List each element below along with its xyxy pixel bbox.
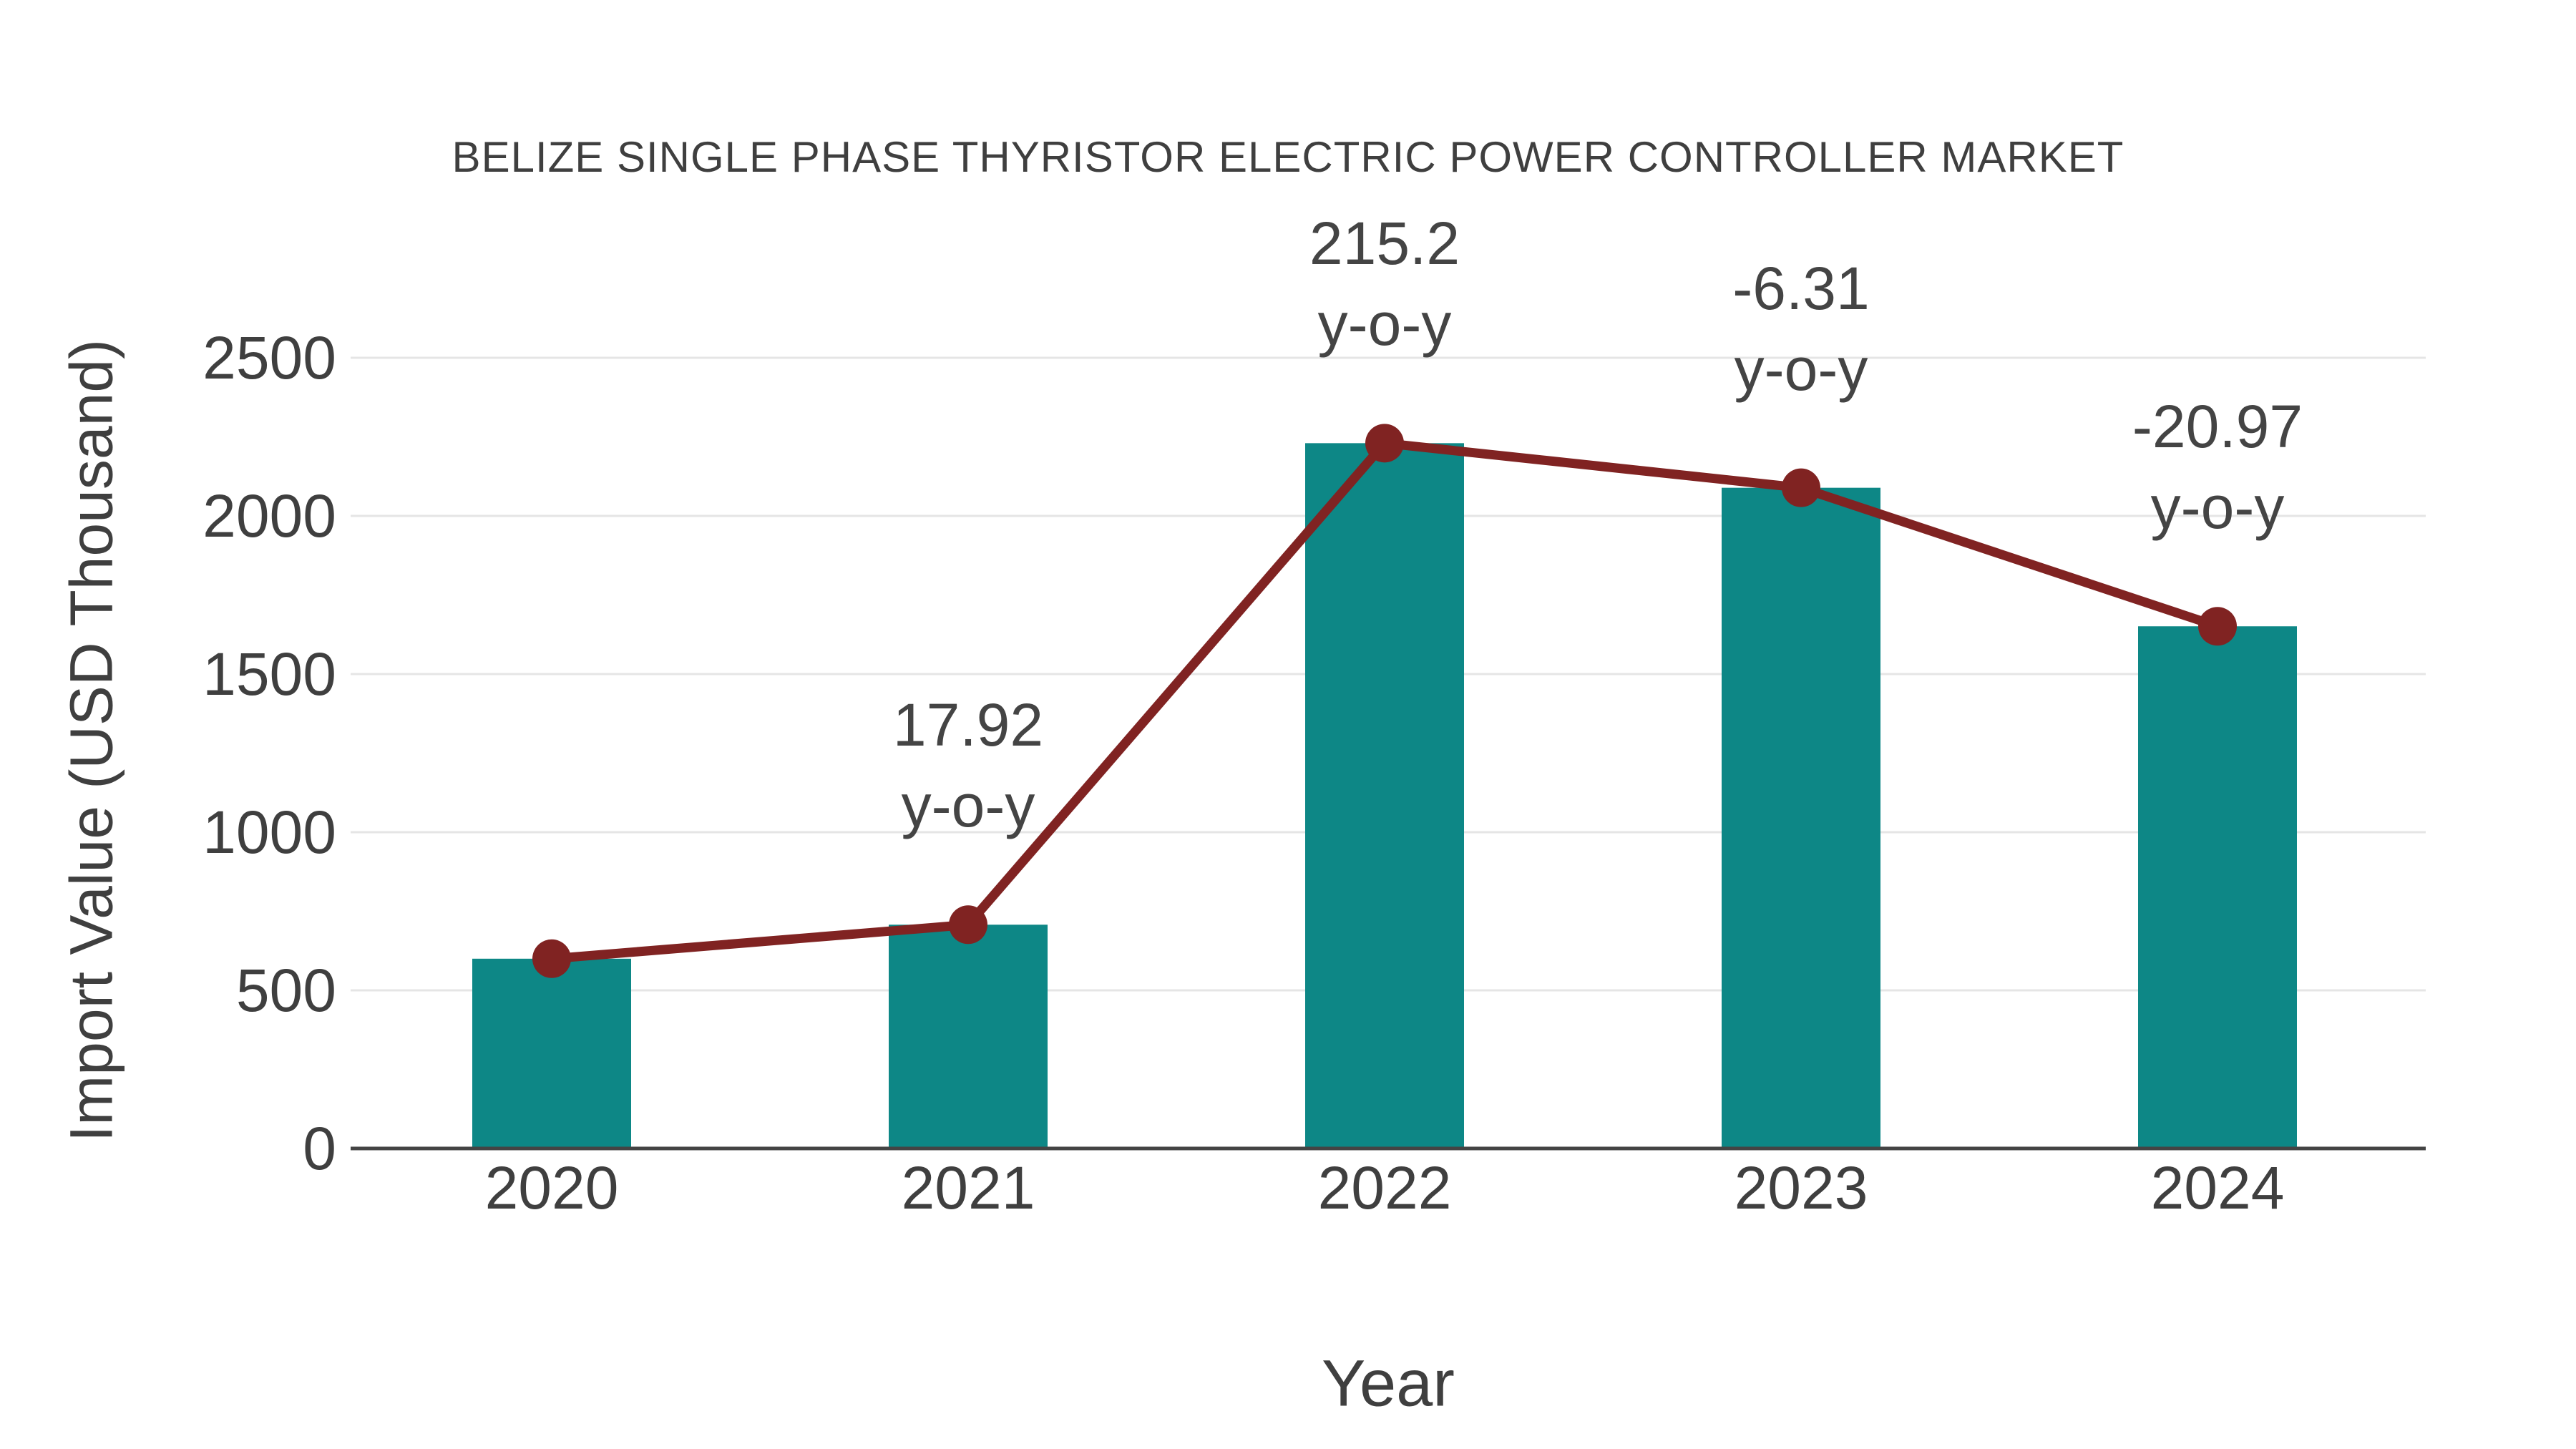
y-tick-label-2000: 2000: [203, 482, 336, 550]
bar-2024: [2138, 626, 2297, 1148]
annotation-2022-suffix: y-o-y: [1317, 291, 1452, 358]
annotation-2024-value: -20.97: [2132, 393, 2303, 461]
x-tick-label-2021: 2021: [901, 1154, 1035, 1221]
marker-2024: [2198, 607, 2237, 646]
annotation-2022: 215.2 y-o-y: [1156, 203, 1614, 365]
annotation-2024-suffix: y-o-y: [2150, 474, 2285, 542]
annotation-2021: 17.92 y-o-y: [739, 685, 1197, 847]
x-axis-title: Year: [1322, 1347, 1455, 1420]
annotation-2021-suffix: y-o-y: [901, 772, 1035, 840]
annotation-2024: -20.97 y-o-y: [1989, 386, 2446, 548]
y-tick-label-0: 0: [303, 1115, 336, 1182]
x-tick-label-2020: 2020: [484, 1154, 619, 1221]
chart-title: BELIZE SINGLE PHASE THYRISTOR ELECTRIC P…: [452, 133, 2124, 181]
annotation-2023-value: -6.31: [1732, 254, 1870, 322]
y-tick-label-2500: 2500: [203, 324, 336, 391]
y-tick-label-1500: 1500: [203, 640, 336, 708]
marker-2021: [949, 905, 987, 945]
x-tick-label-2022: 2022: [1317, 1154, 1452, 1221]
y-tick-label-1000: 1000: [203, 799, 336, 866]
bar-2023: [1722, 487, 1880, 1148]
bar-2021: [889, 924, 1048, 1148]
x-tick-label-2024: 2024: [2150, 1154, 2285, 1221]
bar-2022: [1305, 443, 1464, 1148]
annotation-2021-value: 17.92: [892, 691, 1044, 759]
y-tick-label-500: 500: [235, 957, 336, 1024]
x-tick-label-2023: 2023: [1734, 1154, 1868, 1221]
annotation-2023: -6.31 y-o-y: [1572, 248, 2030, 410]
bar-2020: [472, 958, 631, 1148]
annotation-2023-suffix: y-o-y: [1734, 335, 1868, 403]
marker-2023: [1782, 468, 1820, 507]
marker-2022: [1365, 424, 1404, 463]
annotation-2022-value: 215.2: [1309, 210, 1460, 278]
marker-2020: [532, 939, 571, 978]
